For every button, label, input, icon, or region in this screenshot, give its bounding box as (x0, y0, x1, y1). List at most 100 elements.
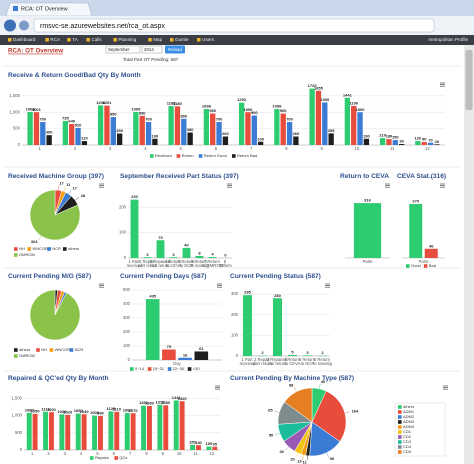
legend-label[interactable]: Return Good (204, 153, 227, 158)
bar[interactable] (75, 127, 81, 145)
legend-label[interactable]: Bad (429, 263, 436, 268)
bar[interactable] (46, 135, 52, 145)
bar[interactable] (203, 109, 210, 145)
profile-link[interactable]: metropolitan Profile (428, 37, 468, 42)
bar[interactable] (75, 413, 81, 450)
bar[interactable] (357, 112, 363, 145)
bar[interactable] (315, 90, 322, 145)
legend-label[interactable]: Return (182, 153, 194, 158)
bar[interactable] (145, 122, 152, 145)
bar[interactable] (386, 139, 392, 145)
scroll-thumb[interactable] (465, 50, 473, 110)
bar[interactable] (81, 141, 88, 145)
bar[interactable] (280, 113, 286, 145)
bar[interactable] (409, 204, 423, 258)
legend-label[interactable]: CD2 (403, 434, 412, 439)
bar[interactable] (116, 133, 123, 145)
url-field[interactable] (33, 18, 435, 33)
bar[interactable] (195, 445, 201, 450)
legend-label[interactable]: 15~21 (153, 366, 165, 371)
bar[interactable] (32, 413, 38, 450)
legend-label[interactable]: ADM1 (403, 409, 415, 414)
legend-label[interactable]: NCR (75, 347, 84, 352)
bar[interactable] (353, 203, 382, 258)
nav-link[interactable]: Users (202, 37, 215, 42)
bar[interactable] (169, 257, 178, 258)
bar[interactable] (222, 136, 229, 145)
bar[interactable] (141, 405, 147, 450)
legend-label[interactable]: Good (411, 263, 421, 268)
bar[interactable] (322, 102, 328, 145)
legend-label[interactable]: NH (19, 246, 25, 251)
bar[interactable] (162, 349, 176, 361)
bar[interactable] (344, 97, 351, 145)
bar[interactable] (182, 247, 191, 258)
legend-label[interactable]: others (19, 347, 30, 352)
legend-label[interactable]: ADM2 (403, 414, 415, 419)
bar[interactable] (110, 117, 116, 145)
bar[interactable] (242, 295, 253, 356)
bar[interactable] (146, 406, 152, 450)
bar[interactable] (69, 124, 75, 145)
bar[interactable] (293, 136, 299, 145)
bar[interactable] (43, 411, 49, 450)
pie-slice[interactable] (29, 189, 81, 241)
pie-slice[interactable] (284, 387, 313, 423)
bar[interactable] (286, 122, 293, 145)
legend-label[interactable]: Return Bad (237, 153, 257, 158)
scrollbar[interactable] (464, 45, 474, 464)
bar[interactable] (421, 142, 427, 145)
bar[interactable] (62, 120, 69, 145)
pie-slice[interactable] (311, 390, 347, 442)
bar[interactable] (108, 411, 114, 450)
bar[interactable] (302, 355, 313, 356)
bar[interactable] (174, 106, 181, 145)
bar[interactable] (26, 412, 32, 450)
bar[interactable] (238, 102, 245, 145)
legend-label[interactable]: CD5 (403, 449, 412, 454)
bar[interactable] (257, 141, 264, 145)
legend-label[interactable]: WNCOR (32, 246, 48, 251)
year-select[interactable] (141, 45, 163, 54)
legend-label[interactable]: CD4 (403, 444, 412, 449)
nav-link[interactable]: RCA (50, 37, 61, 42)
bar[interactable] (210, 113, 216, 145)
bar[interactable] (65, 414, 71, 450)
bar[interactable] (81, 414, 87, 450)
legend-label[interactable]: WNCOR (55, 347, 71, 352)
bar[interactable] (212, 446, 218, 450)
pie-slice[interactable] (29, 289, 81, 341)
legend-label[interactable]: ADM3 (403, 419, 415, 424)
bar[interactable] (139, 115, 145, 145)
bar[interactable] (157, 404, 163, 450)
bar[interactable] (130, 199, 139, 258)
bar[interactable] (173, 400, 179, 450)
bar[interactable] (274, 109, 280, 145)
legend-label[interactable]: >30 (193, 366, 201, 371)
bar[interactable] (48, 412, 54, 450)
legend-label[interactable]: others (403, 404, 414, 409)
bar[interactable] (92, 415, 98, 450)
bar[interactable] (97, 415, 103, 450)
bar[interactable] (163, 405, 169, 450)
legend-label[interactable]: CD3 (403, 439, 412, 444)
nav-link[interactable]: TA (72, 37, 78, 42)
bar[interactable] (328, 133, 334, 145)
bar[interactable] (104, 105, 110, 145)
bar[interactable] (392, 140, 398, 145)
bar[interactable] (124, 412, 130, 450)
bar[interactable] (33, 112, 40, 145)
bar[interactable] (434, 144, 440, 145)
bar[interactable] (145, 299, 160, 360)
bar[interactable] (152, 138, 158, 145)
bar[interactable] (168, 106, 174, 145)
bar[interactable] (415, 141, 421, 145)
nav-link[interactable]: Map (153, 37, 162, 42)
bar[interactable] (59, 414, 65, 450)
bar[interactable] (181, 118, 187, 145)
bar[interactable] (351, 105, 357, 145)
bar[interactable] (398, 144, 405, 145)
legend-label[interactable]: QCs (119, 455, 127, 460)
bar[interactable] (190, 444, 196, 450)
bar[interactable] (187, 132, 193, 145)
